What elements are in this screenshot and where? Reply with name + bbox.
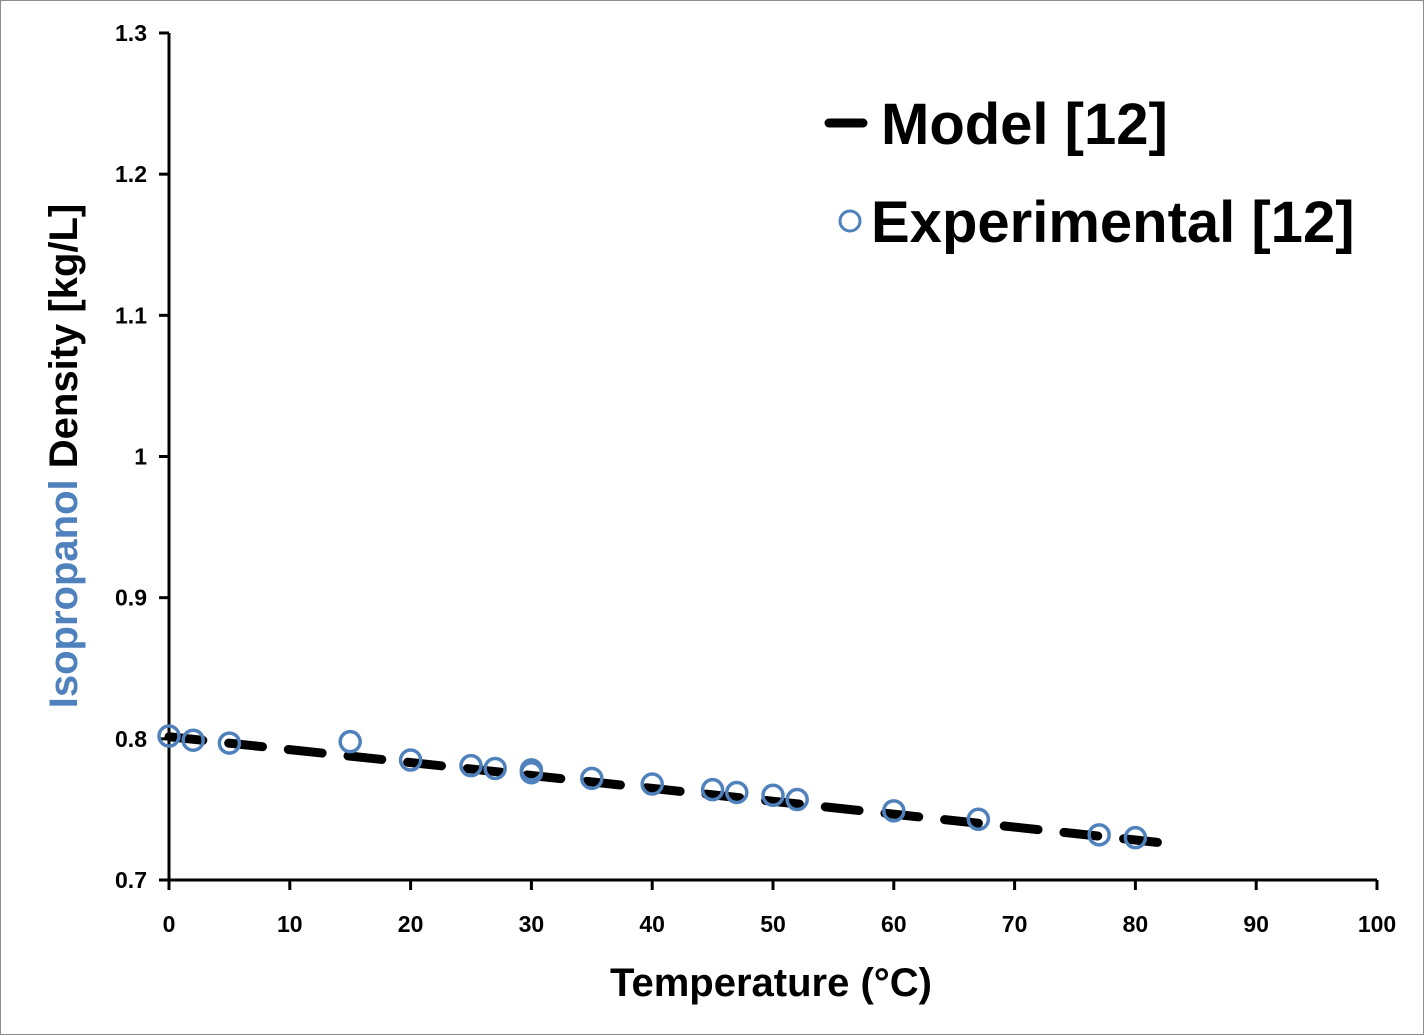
y-tick-label: 0.8 <box>115 726 147 752</box>
model-line <box>164 732 1165 848</box>
experimental-point <box>580 766 604 791</box>
experimental-point <box>217 731 242 755</box>
experimental-point <box>966 807 991 832</box>
experimental-point <box>640 772 664 796</box>
legend-model-label: Model [12] <box>881 92 1168 157</box>
legend-experimental-label: Experimental [12] <box>871 190 1355 255</box>
y-axis-title: Isopropanol Density [kg/L] <box>42 204 86 708</box>
experimental-point <box>1087 823 1111 847</box>
axes <box>159 31 1379 890</box>
experimental-point <box>519 760 544 785</box>
experimental-point <box>181 728 205 752</box>
x-tick-label: 0 <box>163 911 176 937</box>
y-tick-label: 1 <box>134 444 147 470</box>
plot-area <box>157 724 1165 850</box>
x-tick-label: 70 <box>1002 911 1028 937</box>
y-axis-title-rest: Density [kg/L] <box>42 204 86 480</box>
experimental-point <box>459 753 483 778</box>
experimental-point <box>157 724 181 748</box>
x-tick-labels: 0 10 20 30 40 50 60 70 80 90 100 <box>163 911 1397 937</box>
x-tick-label: 10 <box>277 911 303 937</box>
x-tick-label: 30 <box>519 911 545 937</box>
x-tick-label: 20 <box>398 911 424 937</box>
y-axis-title-highlight: Isopropanol <box>42 479 86 708</box>
y-tick-label: 0.9 <box>115 585 147 611</box>
x-tick-label: 50 <box>760 911 786 937</box>
y-tick-labels: 0.7 0.8 0.9 1 1.1 1.2 1.3 <box>115 20 147 893</box>
experimental-point <box>338 729 362 754</box>
experimental-point <box>761 783 785 808</box>
legend: Model [12] Experimental [12] <box>824 92 1355 255</box>
experimental-point <box>398 748 423 772</box>
experimental-point <box>882 799 906 823</box>
x-tick-label: 90 <box>1243 911 1269 937</box>
y-tick-label: 1.2 <box>115 161 147 187</box>
experimental-point <box>700 777 725 802</box>
x-tick-label: 40 <box>639 911 665 937</box>
y-tick-label: 0.7 <box>115 867 147 893</box>
experimental-point <box>1123 825 1148 850</box>
experimental-point <box>483 756 507 781</box>
legend-experimental-swatch <box>838 209 862 233</box>
experimental-point <box>725 780 749 805</box>
experimental-point <box>785 787 809 812</box>
x-tick-label: 100 <box>1358 911 1396 937</box>
x-axis-title: Temperature (°C) <box>610 961 932 1005</box>
x-tick-label: 60 <box>881 911 907 937</box>
y-tick-label: 1.3 <box>115 20 147 46</box>
y-tick-label: 1.1 <box>115 302 147 328</box>
x-tick-label: 80 <box>1123 911 1149 937</box>
